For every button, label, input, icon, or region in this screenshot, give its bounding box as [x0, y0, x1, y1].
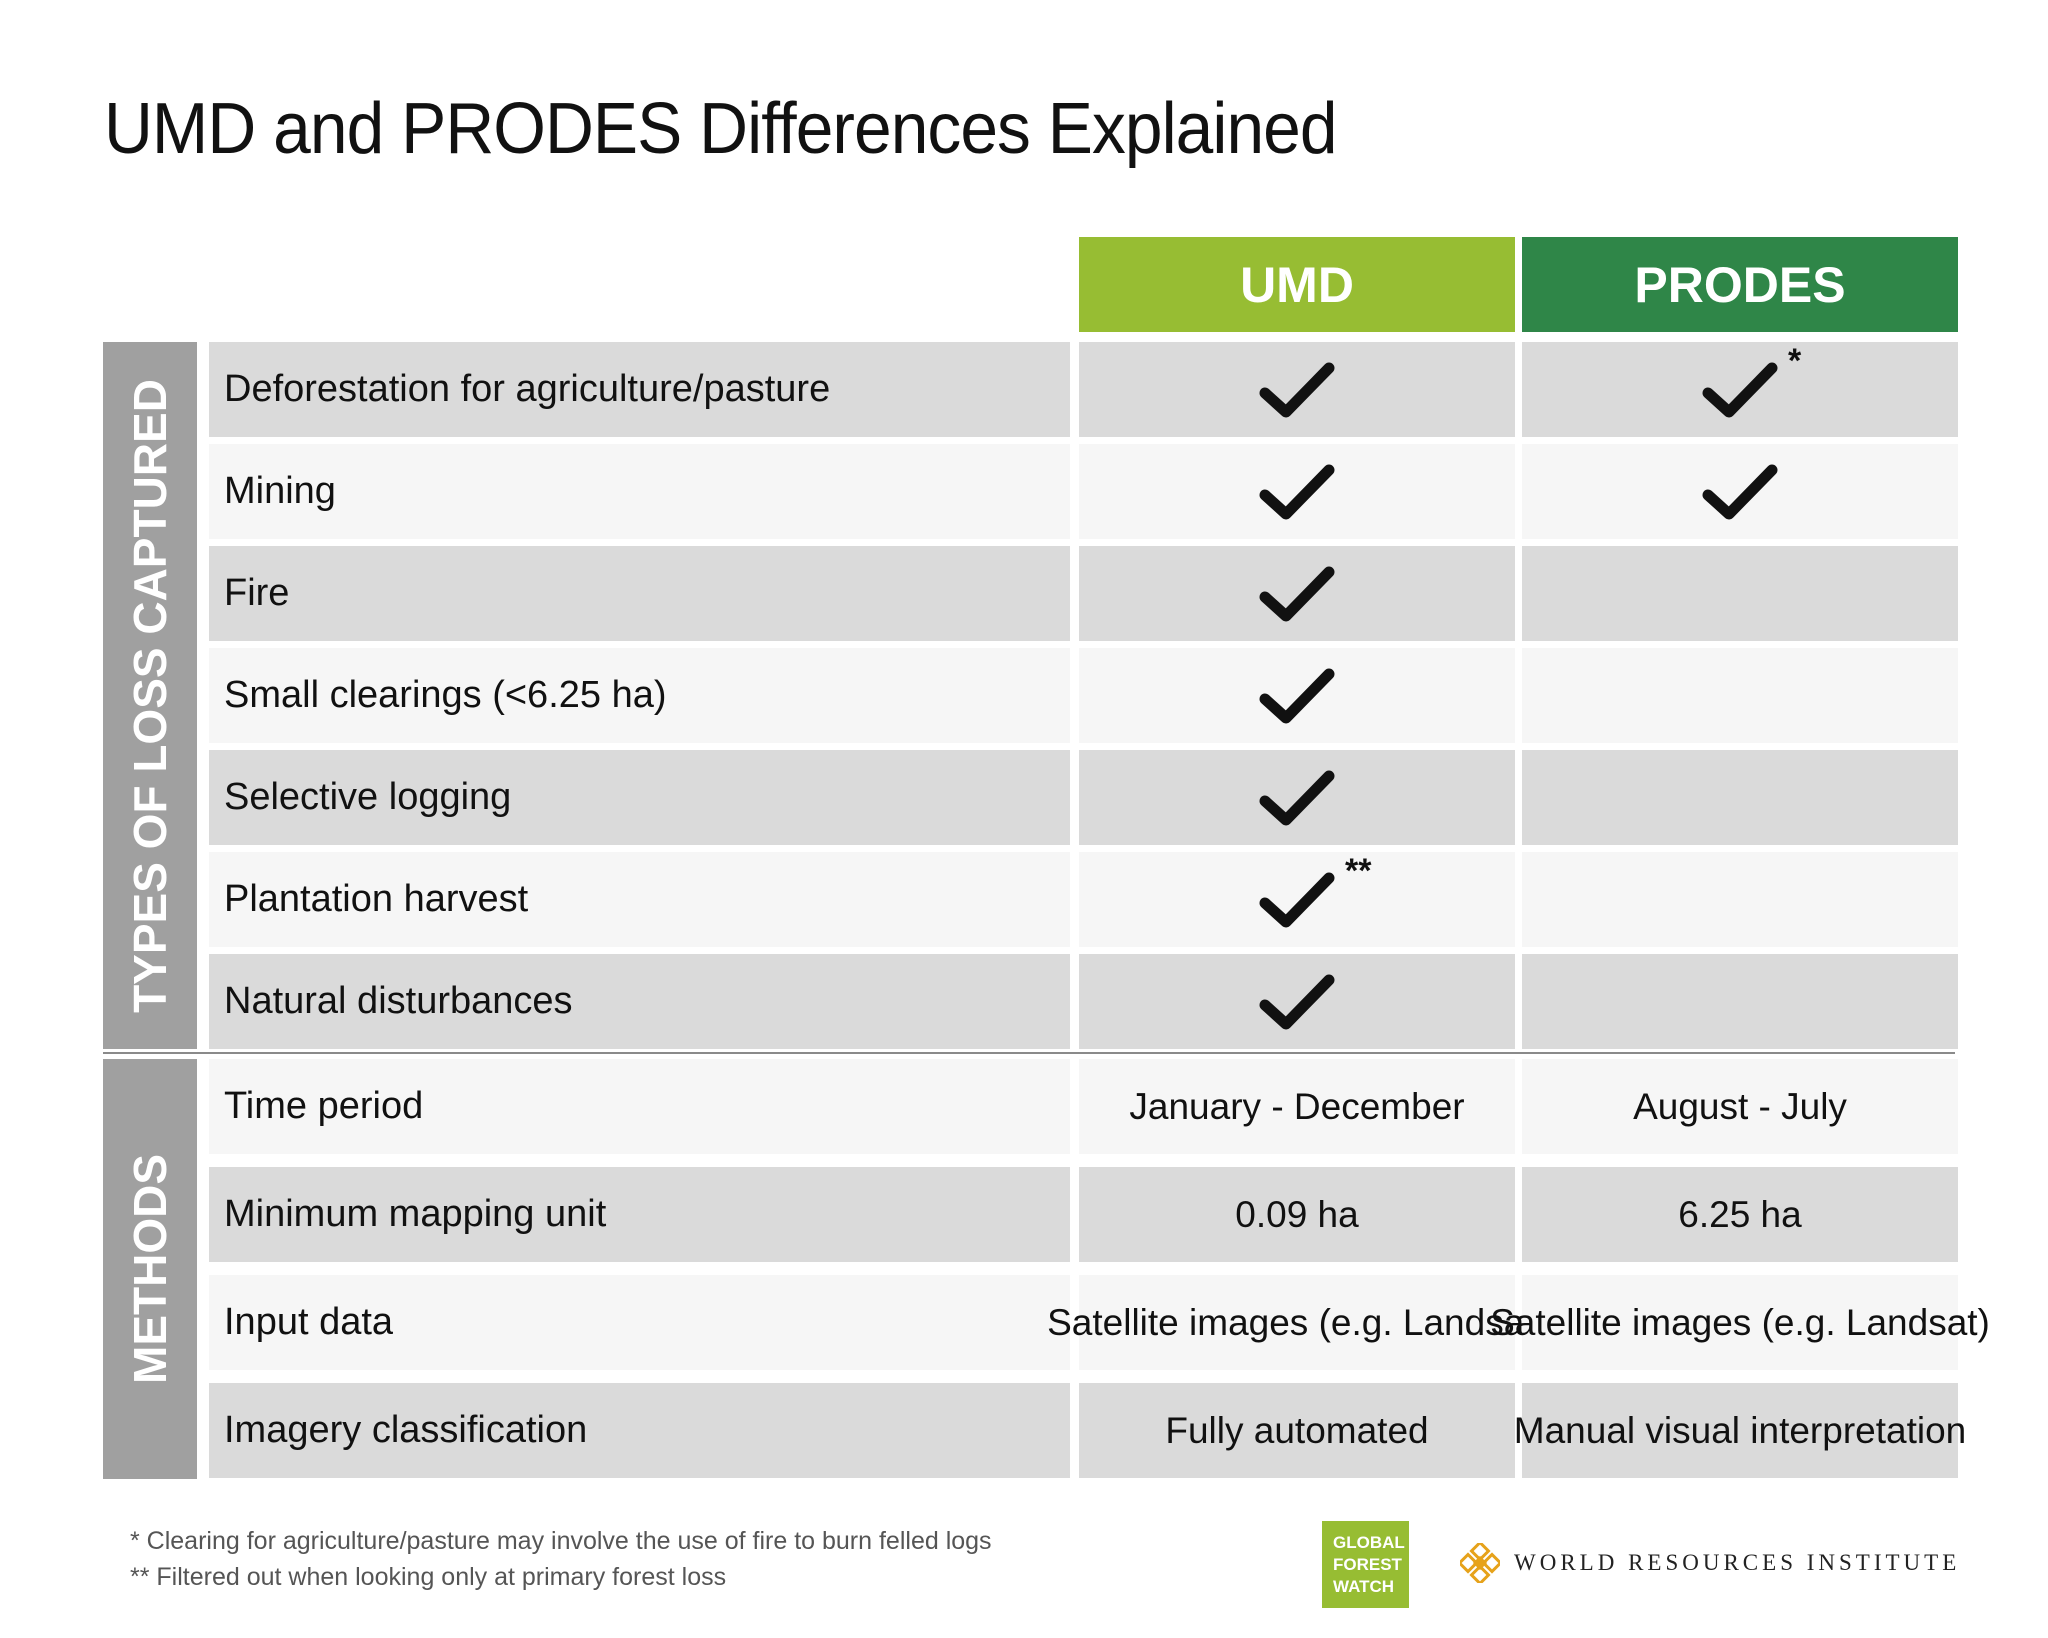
section-label-methods-text: METHODS — [124, 1154, 176, 1384]
gfw-logo-line-3: WATCH — [1333, 1576, 1395, 1596]
row-label-cell: Plantation harvest — [209, 852, 1070, 947]
prodes-cell — [1522, 750, 1958, 845]
prodes-value: Manual visual interpretation — [1513, 1409, 1967, 1451]
umd-cell — [1079, 954, 1515, 1049]
gfw-logo-line-1: GLOBAL — [1333, 1532, 1405, 1552]
prodes-cell — [1522, 852, 1958, 947]
row-label: Input data — [224, 1301, 394, 1343]
checkmark-icon — [1702, 462, 1778, 522]
prodes-footnote-marker: * — [1788, 341, 1802, 380]
wri-logo-text: WORLD RESOURCES INSTITUTE — [1514, 1550, 1961, 1575]
umd-cell: Fully automated — [1079, 1383, 1515, 1478]
row-label: Time period — [224, 1085, 424, 1127]
row-label: Natural disturbances — [224, 980, 573, 1022]
umd-cell: ** — [1079, 852, 1515, 947]
footnote-1: * Clearing for agriculture/pasture may i… — [130, 1527, 992, 1555]
checkmark-icon — [1259, 462, 1335, 522]
prodes-value: 6.25 ha — [1678, 1193, 1802, 1235]
section-label-loss-types: TYPES OF LOSS CAPTURED — [103, 342, 197, 1049]
section-divider — [103, 1052, 1955, 1054]
umd-cell — [1079, 648, 1515, 743]
row-label: Mining — [224, 470, 336, 512]
checkmark-icon: * — [1702, 342, 1801, 420]
row-label-cell: Deforestation for agriculture/pasture — [209, 342, 1070, 437]
prodes-cell — [1522, 546, 1958, 641]
wri-mark-icon — [1460, 1543, 1500, 1583]
row-label-cell: Minimum mapping unit — [209, 1167, 1070, 1262]
row-label-cell: Natural disturbances — [209, 954, 1070, 1049]
column-header-prodes: PRODES — [1522, 237, 1958, 332]
umd-cell — [1079, 546, 1515, 641]
checkmark-icon — [1259, 972, 1335, 1032]
checkmark-icon — [1259, 360, 1335, 420]
prodes-cell: Satellite images (e.g. Landsat) — [1490, 1275, 1990, 1370]
section-label-loss-types-text: TYPES OF LOSS CAPTURED — [124, 378, 176, 1013]
umd-value: 0.09 ha — [1235, 1193, 1359, 1235]
gfw-logo-line-2: FOREST — [1333, 1554, 1402, 1574]
umd-cell: 0.09 ha — [1079, 1167, 1515, 1262]
prodes-cell: * — [1522, 342, 1958, 437]
footnote-2: ** Filtered out when looking only at pri… — [130, 1563, 727, 1591]
row-label: Deforestation for agriculture/pasture — [224, 368, 831, 410]
row-label-cell: Imagery classification — [209, 1383, 1070, 1478]
prodes-cell — [1522, 444, 1958, 539]
row-label: Imagery classification — [224, 1409, 588, 1451]
umd-cell: January - December — [1079, 1059, 1515, 1154]
row-label-cell: Selective logging — [209, 750, 1070, 845]
umd-value: January - December — [1129, 1085, 1465, 1127]
checkmark-icon — [1259, 768, 1335, 828]
global-forest-watch-logo: GLOBAL FOREST WATCH — [1322, 1521, 1409, 1608]
checkmark-icon: ** — [1259, 852, 1371, 930]
umd-cell: Satellite images (e.g. Landsat) — [1047, 1275, 1547, 1370]
row-label-cell: Small clearings (<6.25 ha) — [209, 648, 1070, 743]
row-label-cell: Mining — [209, 444, 1070, 539]
checkmark-icon — [1259, 666, 1335, 726]
prodes-value: August - July — [1633, 1085, 1847, 1127]
prodes-value: Satellite images (e.g. Landsat) — [1490, 1301, 1990, 1343]
umd-footnote-marker: ** — [1345, 851, 1372, 890]
row-label-cell: Fire — [209, 546, 1070, 641]
umd-value: Satellite images (e.g. Landsat) — [1047, 1301, 1547, 1343]
row-label: Minimum mapping unit — [224, 1193, 607, 1235]
umd-cell — [1079, 444, 1515, 539]
row-label-cell: Input data — [209, 1275, 1070, 1370]
section-label-methods: METHODS — [103, 1059, 197, 1479]
prodes-cell — [1522, 648, 1958, 743]
prodes-cell: 6.25 ha — [1522, 1167, 1958, 1262]
row-label: Plantation harvest — [224, 878, 529, 920]
page-title: UMD and PRODES Differences Explained — [104, 89, 1338, 169]
prodes-cell — [1522, 954, 1958, 1049]
column-header-umd: UMD — [1079, 237, 1515, 332]
row-label: Fire — [224, 572, 290, 614]
umd-cell — [1079, 750, 1515, 845]
umd-value: Fully automated — [1165, 1409, 1429, 1451]
row-label: Small clearings (<6.25 ha) — [224, 674, 667, 716]
row-label-cell: Time period — [209, 1059, 1070, 1154]
prodes-cell: August - July — [1522, 1059, 1958, 1154]
world-resources-institute-logo: WORLD RESOURCES INSTITUTE — [1460, 1543, 1960, 1583]
umd-cell — [1079, 342, 1515, 437]
checkmark-icon — [1259, 564, 1335, 624]
row-label: Selective logging — [224, 776, 512, 818]
prodes-cell: Manual visual interpretation — [1514, 1383, 1966, 1478]
